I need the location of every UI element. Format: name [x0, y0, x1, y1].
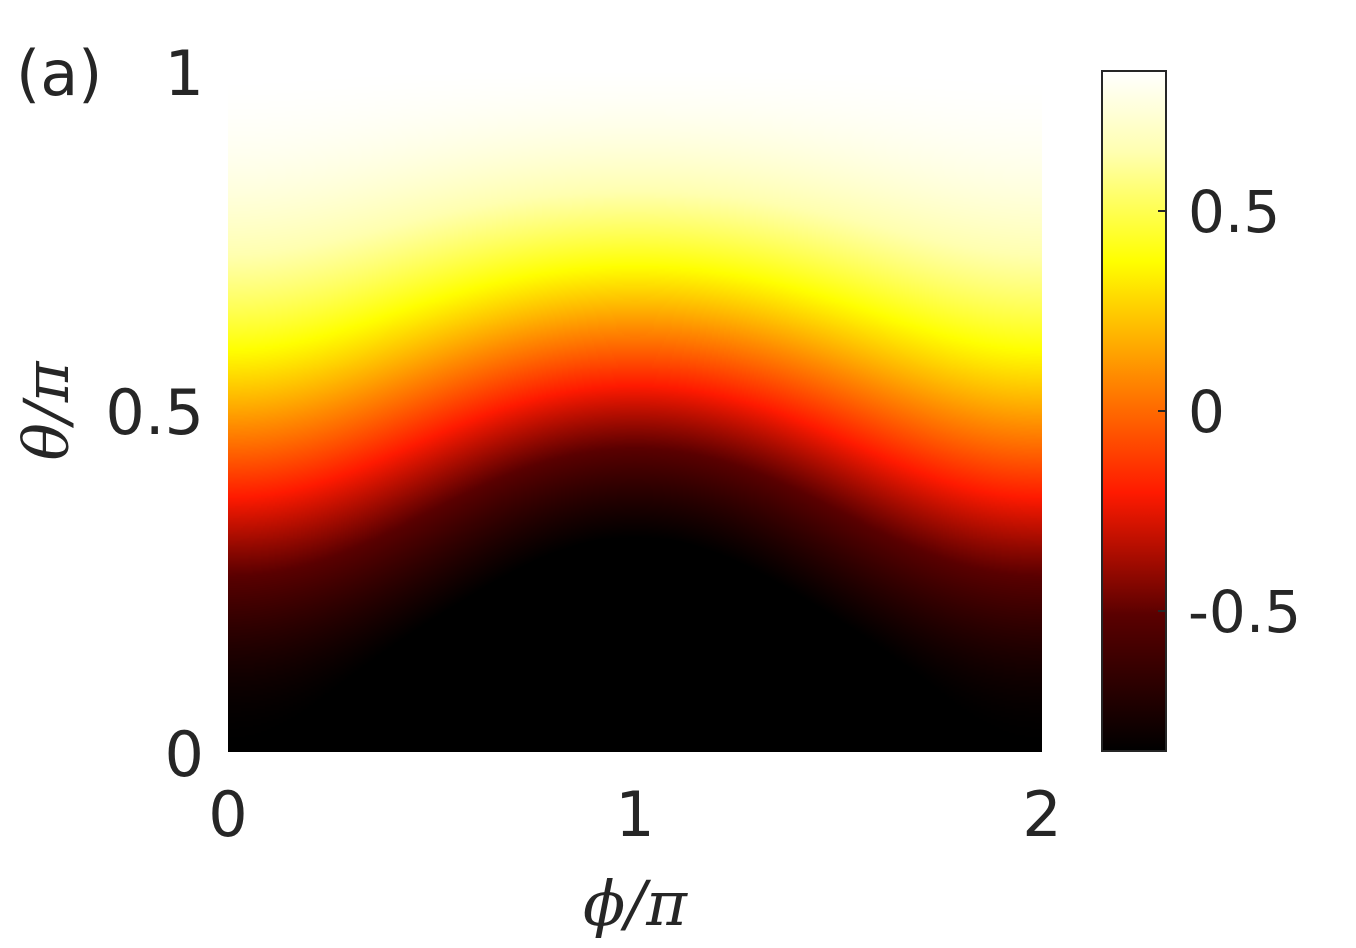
x-tick-label: 0	[208, 778, 247, 851]
colorbar-gradient	[1101, 70, 1167, 752]
y-tick-label: 1	[165, 37, 204, 110]
colorbar-tick-label: -0.5	[1188, 578, 1301, 646]
y-axis-label: θ/π	[10, 360, 83, 460]
x-tick-label: 2	[1022, 778, 1061, 851]
heatmap	[228, 70, 1042, 752]
panel-label: (a)	[16, 37, 102, 110]
colorbar-tick-label: 0	[1188, 378, 1225, 446]
x-tick-label: 1	[615, 778, 654, 851]
colorbar: 0.5 0 -0.5	[1101, 70, 1301, 752]
y-tick-label: 0	[165, 718, 204, 791]
heatmap-image	[228, 70, 1042, 752]
colorbar-tick-label: 0.5	[1188, 178, 1280, 246]
y-tick-label: 0.5	[105, 376, 204, 449]
x-axis-label: ϕ/π	[583, 867, 688, 940]
